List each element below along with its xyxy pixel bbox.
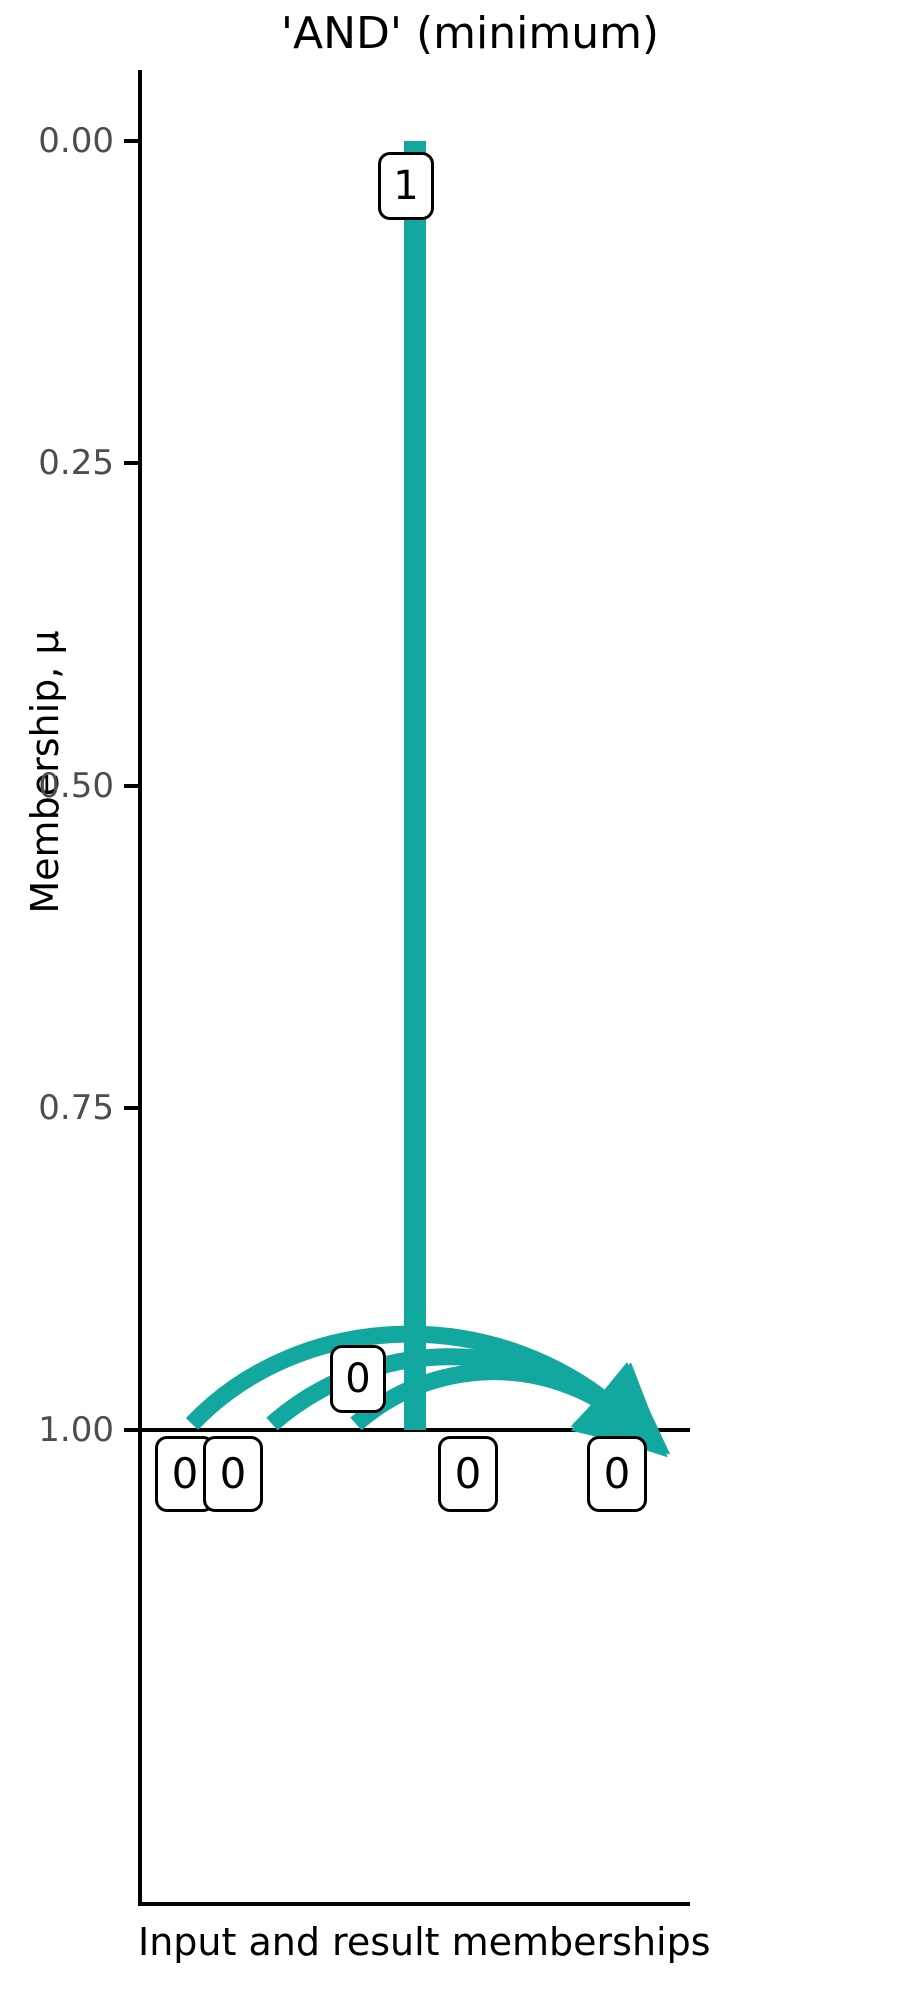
y-tick-label: 0.75 bbox=[38, 1088, 114, 1128]
x-axis-title: Input and result memberships bbox=[138, 1920, 711, 1964]
y-tick-mark bbox=[124, 139, 138, 143]
axis-label-row-bottom-rule bbox=[138, 1902, 690, 1906]
y-axis-spine bbox=[138, 70, 142, 1905]
y-tick-label: 1.00 bbox=[38, 1410, 114, 1450]
arrow-input-2-to-result bbox=[266, 1348, 671, 1455]
y-tick-mark bbox=[124, 461, 138, 465]
bar-label-result-mid: 0 bbox=[330, 1345, 386, 1413]
y-tick-label: 0.25 bbox=[38, 443, 114, 483]
axis-label-result: 0 bbox=[587, 1436, 647, 1512]
y-axis-ticks: 0.00 0.25 0.50 0.75 1.00 bbox=[0, 0, 138, 2000]
bar-label-input-3: 1 bbox=[378, 152, 434, 220]
axis-label-input-3: 0 bbox=[438, 1436, 498, 1512]
y-tick-mark bbox=[124, 1106, 138, 1110]
y-tick-mark bbox=[124, 784, 138, 788]
arrow-input-3-to-result bbox=[350, 1362, 671, 1455]
y-tick-label: 0.00 bbox=[38, 121, 114, 161]
axis-label-input-2: 0 bbox=[203, 1436, 263, 1512]
bar-input-3 bbox=[404, 141, 426, 1430]
y-tick-label: 0.50 bbox=[38, 766, 114, 806]
chart-title: 'AND' (minimum) bbox=[280, 8, 660, 59]
y-tick-mark bbox=[124, 1428, 138, 1432]
